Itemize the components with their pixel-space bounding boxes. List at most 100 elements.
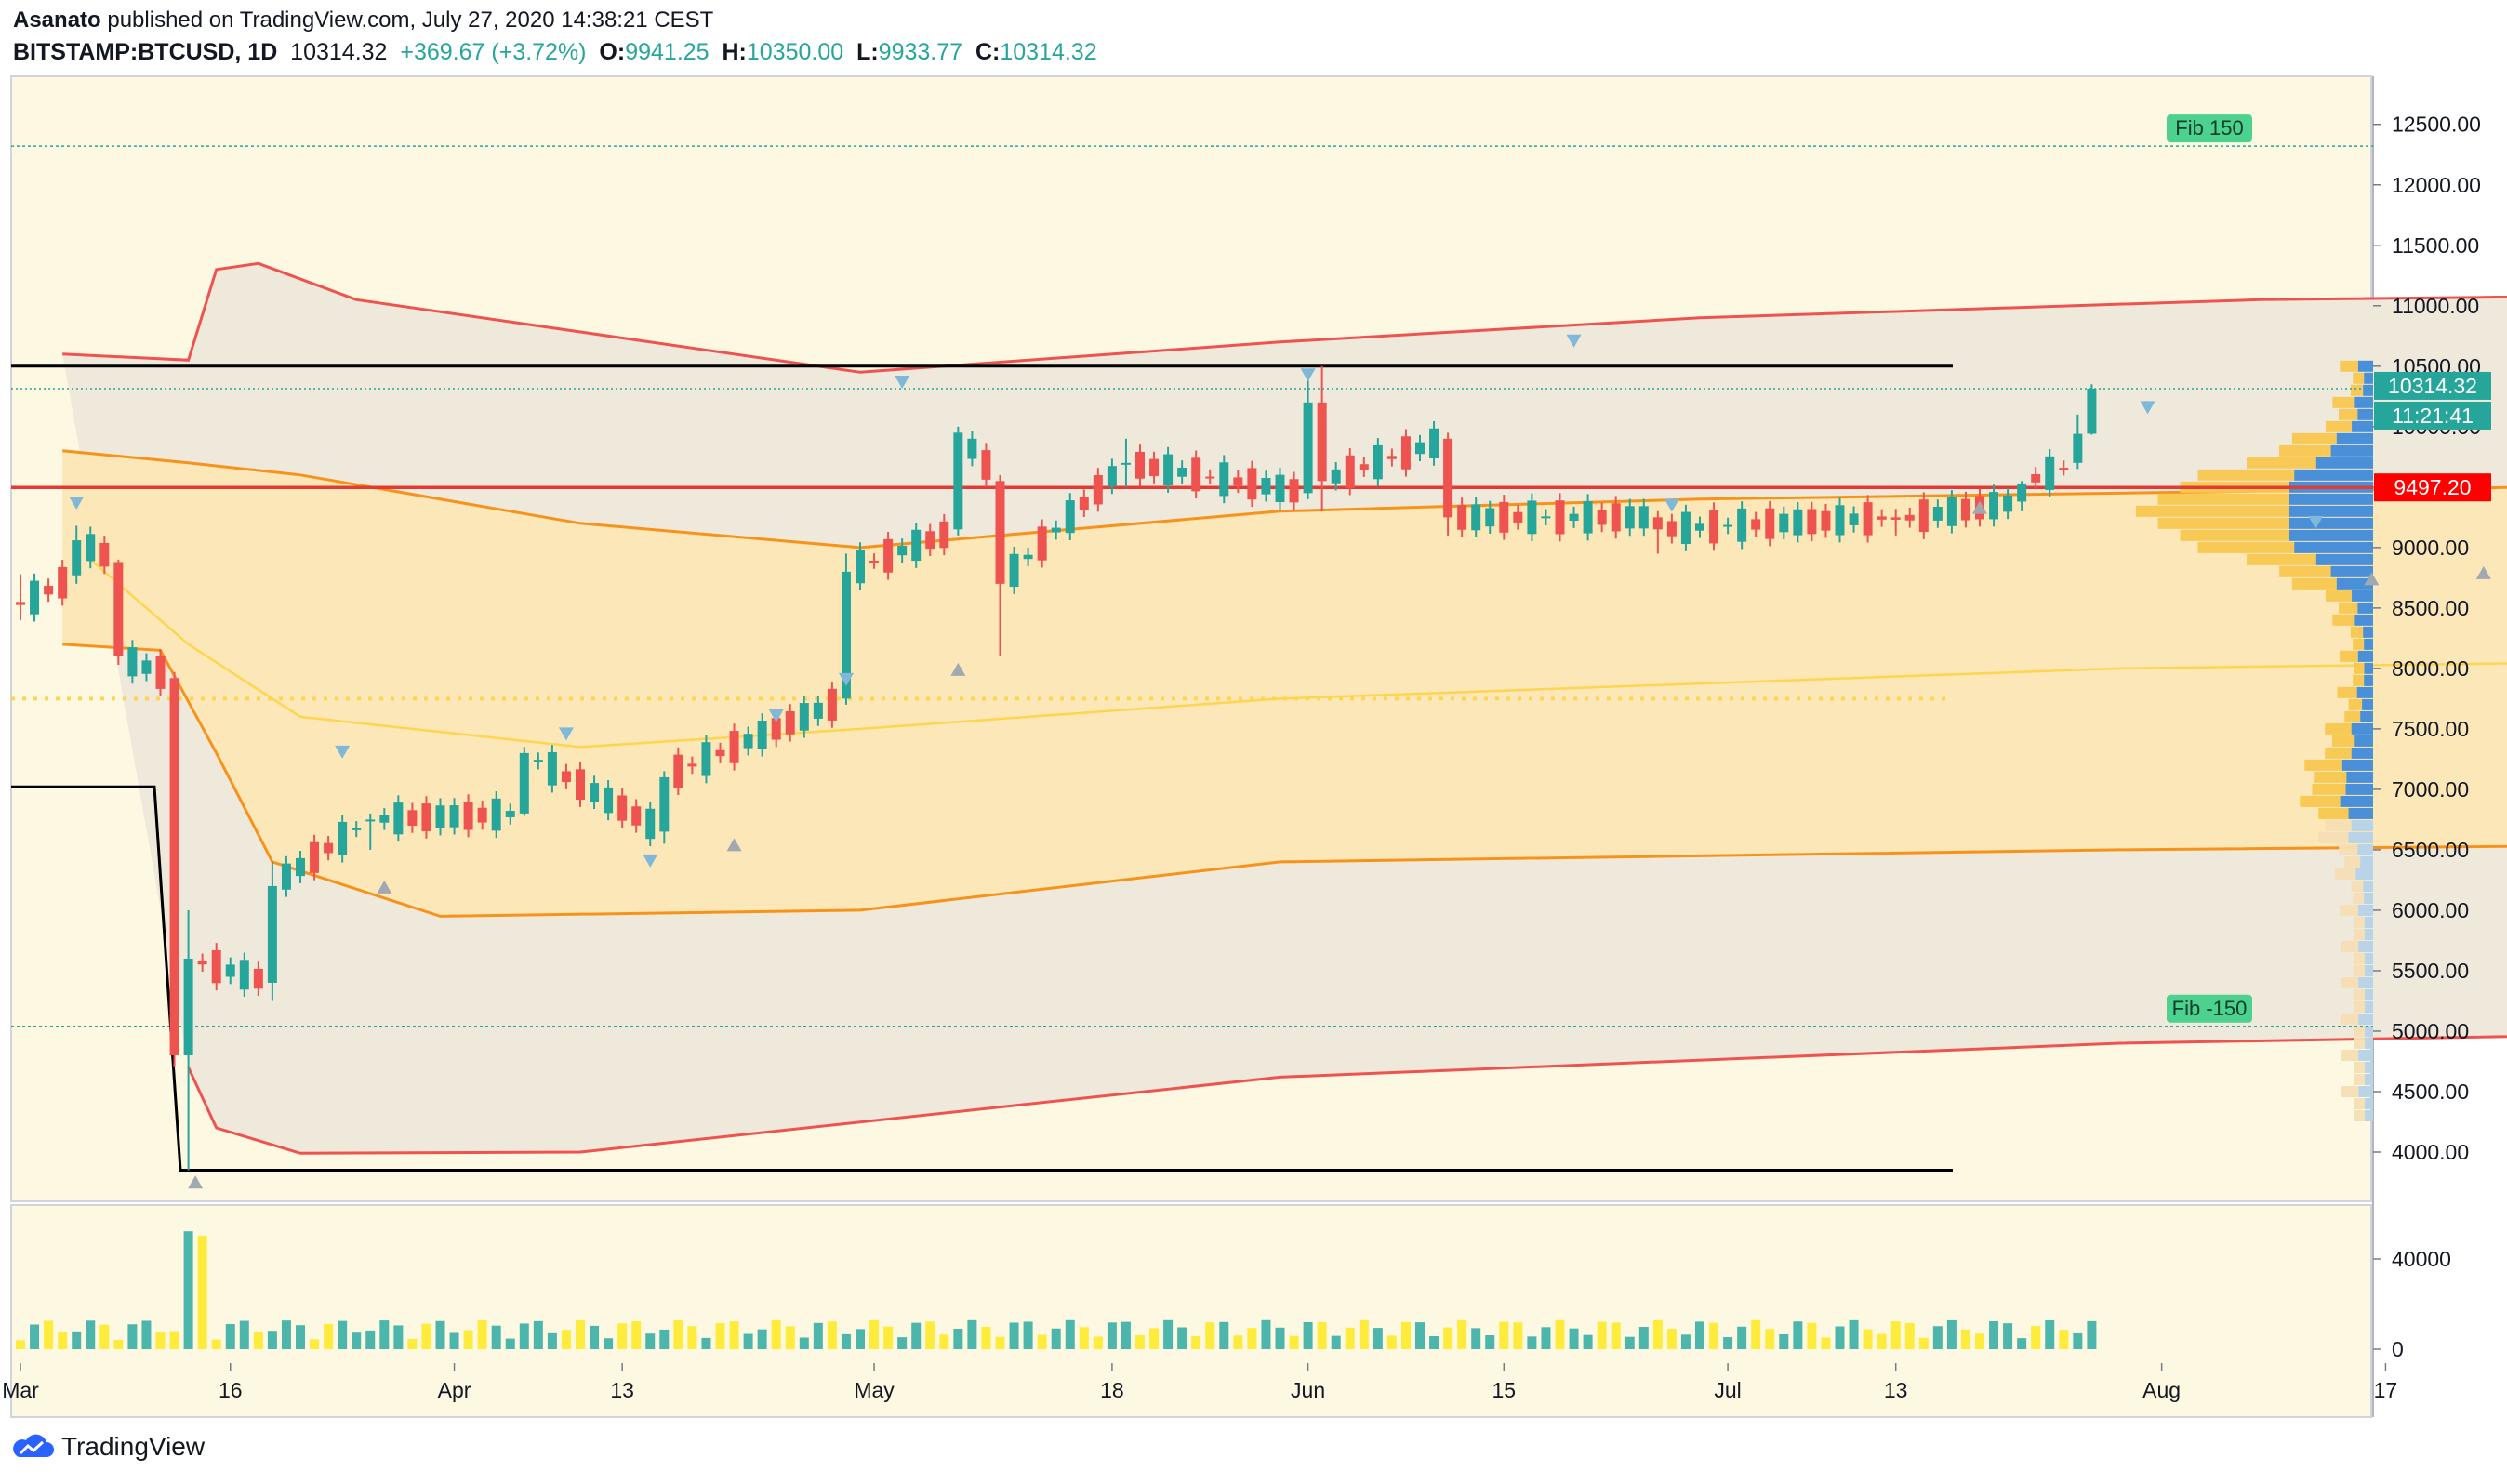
candle-body: [211, 949, 221, 984]
profile-bar: [2344, 855, 2361, 868]
candle-body: [1471, 504, 1481, 531]
volume-bar: [1107, 1322, 1117, 1349]
profile-bar: [2348, 807, 2373, 819]
candle-body: [1527, 500, 1537, 535]
volume-bar: [813, 1322, 823, 1349]
profile-bar: [2363, 626, 2373, 638]
bands: [62, 261, 2507, 1155]
volume-bar: [338, 1320, 348, 1349]
volume-bar: [1051, 1328, 1061, 1349]
profile-bar: [2341, 1049, 2359, 1061]
profile-bar: [2354, 1037, 2365, 1049]
volume-bar: [1583, 1334, 1593, 1349]
profile-bar: [2294, 541, 2373, 553]
author[interactable]: Asanato: [13, 7, 101, 33]
profile-bar: [2197, 541, 2295, 553]
volume-bar: [799, 1337, 809, 1349]
profile-bar: [2312, 783, 2346, 795]
x-tick-label: 17: [2374, 1378, 2398, 1402]
candle-body: [1611, 503, 1621, 532]
tradingview-logo[interactable]: TradingView: [11, 1432, 205, 1462]
profile-bar: [2136, 505, 2289, 517]
profile-bar: [2357, 408, 2373, 420]
candle-body: [869, 560, 880, 563]
volume-bar: [183, 1231, 193, 1349]
change-value: +369.67 (+3.72%): [400, 39, 587, 65]
volume-bar: [1177, 1327, 1187, 1349]
candle-body: [1638, 506, 1649, 529]
candle-body: [925, 531, 935, 550]
volume-bar: [1821, 1337, 1831, 1349]
down-signal-marker: [335, 745, 351, 759]
candle-body: [1345, 455, 1355, 488]
y-tick-label: 4000.00: [2392, 1140, 2469, 1164]
profile-bar: [2353, 674, 2365, 686]
profile-bar: [2354, 928, 2365, 940]
candle-body: [1695, 523, 1704, 531]
candle-body: [1121, 462, 1131, 465]
volume-bar: [1652, 1319, 1663, 1349]
profile-bar: [2354, 916, 2365, 928]
profile-bar: [2353, 892, 2365, 904]
profile-bar: [2364, 372, 2373, 384]
candle-body: [324, 842, 334, 854]
volume-bar: [1233, 1335, 1243, 1349]
volume-bar: [99, 1324, 110, 1349]
x-tick-label: 16: [219, 1378, 243, 1402]
volume-bar: [2045, 1319, 2055, 1349]
volume-bar: [421, 1323, 431, 1349]
basis-line: [89, 558, 2507, 749]
chart-area[interactable]: Fib 150 Fib -150 12500.00 12000.00 11500.00…: [0, 73, 2507, 1421]
profile-bar: [2363, 384, 2373, 396]
profile-bar: [2332, 396, 2355, 408]
candle-body: [169, 678, 179, 1055]
horizontal-levels: Fib 150 Fib -150: [11, 114, 2373, 1172]
down-signal-marker: [2140, 401, 2155, 415]
volume-bar: [505, 1338, 515, 1349]
profile-bar: [2354, 1097, 2365, 1109]
candle-body: [1625, 506, 1635, 529]
profile-bar: [2354, 964, 2365, 976]
volume-bar: [1597, 1321, 1607, 1349]
footer: TradingView: [0, 1421, 2507, 1484]
volume-bar: [30, 1324, 40, 1349]
profile-bar: [2358, 940, 2373, 952]
candle-body: [1051, 527, 1061, 533]
down-signal-marker: [1566, 334, 1582, 348]
candle-body: [435, 805, 445, 828]
volume-bar: [1695, 1321, 1704, 1349]
y-tick-label: 8500.00: [2392, 596, 2469, 620]
down-signal-marker: [1664, 498, 1679, 512]
profile-bar: [2180, 529, 2289, 541]
profile-bar: [2330, 444, 2373, 457]
volume-bar: [1793, 1321, 1803, 1349]
y-tick-label: 7000.00: [2392, 777, 2469, 802]
volume-bar: [141, 1320, 152, 1349]
up-signal-marker: [2364, 572, 2380, 586]
volume-bar: [1765, 1329, 1775, 1349]
published-text: published on TradingView.com, July 27, 2…: [107, 7, 714, 33]
ohlc-line: BITSTAMP:BTCUSD, 1D 10314.32 +369.67 (+3…: [13, 39, 1097, 66]
profile-bar: [2362, 698, 2373, 710]
candle-body: [2059, 468, 2069, 470]
volume-bar: [1219, 1321, 1229, 1349]
inner-band-fill: [62, 450, 2507, 917]
volume-bar: [1513, 1322, 1523, 1349]
volume-bar: [1149, 1328, 1160, 1349]
down-signal-marker: [643, 854, 658, 868]
down-signal-marker: [558, 727, 574, 741]
open-label: O:: [599, 39, 626, 65]
candle-body: [1135, 451, 1145, 479]
profile-bar: [2365, 1037, 2373, 1049]
volume-pane: [10, 1204, 2372, 1418]
symbol-label[interactable]: BITSTAMP:BTCUSD, 1D: [13, 39, 278, 65]
candle-body: [1946, 497, 1957, 526]
profile-bar: [2356, 686, 2373, 698]
candle-body: [2003, 495, 2013, 512]
candle-body: [1863, 502, 1873, 536]
profile-bar: [2326, 420, 2353, 432]
candle-body: [449, 805, 459, 828]
profile-bar: [2357, 602, 2373, 614]
up-signal-marker: [1972, 500, 1987, 514]
candle-body: [604, 787, 614, 814]
